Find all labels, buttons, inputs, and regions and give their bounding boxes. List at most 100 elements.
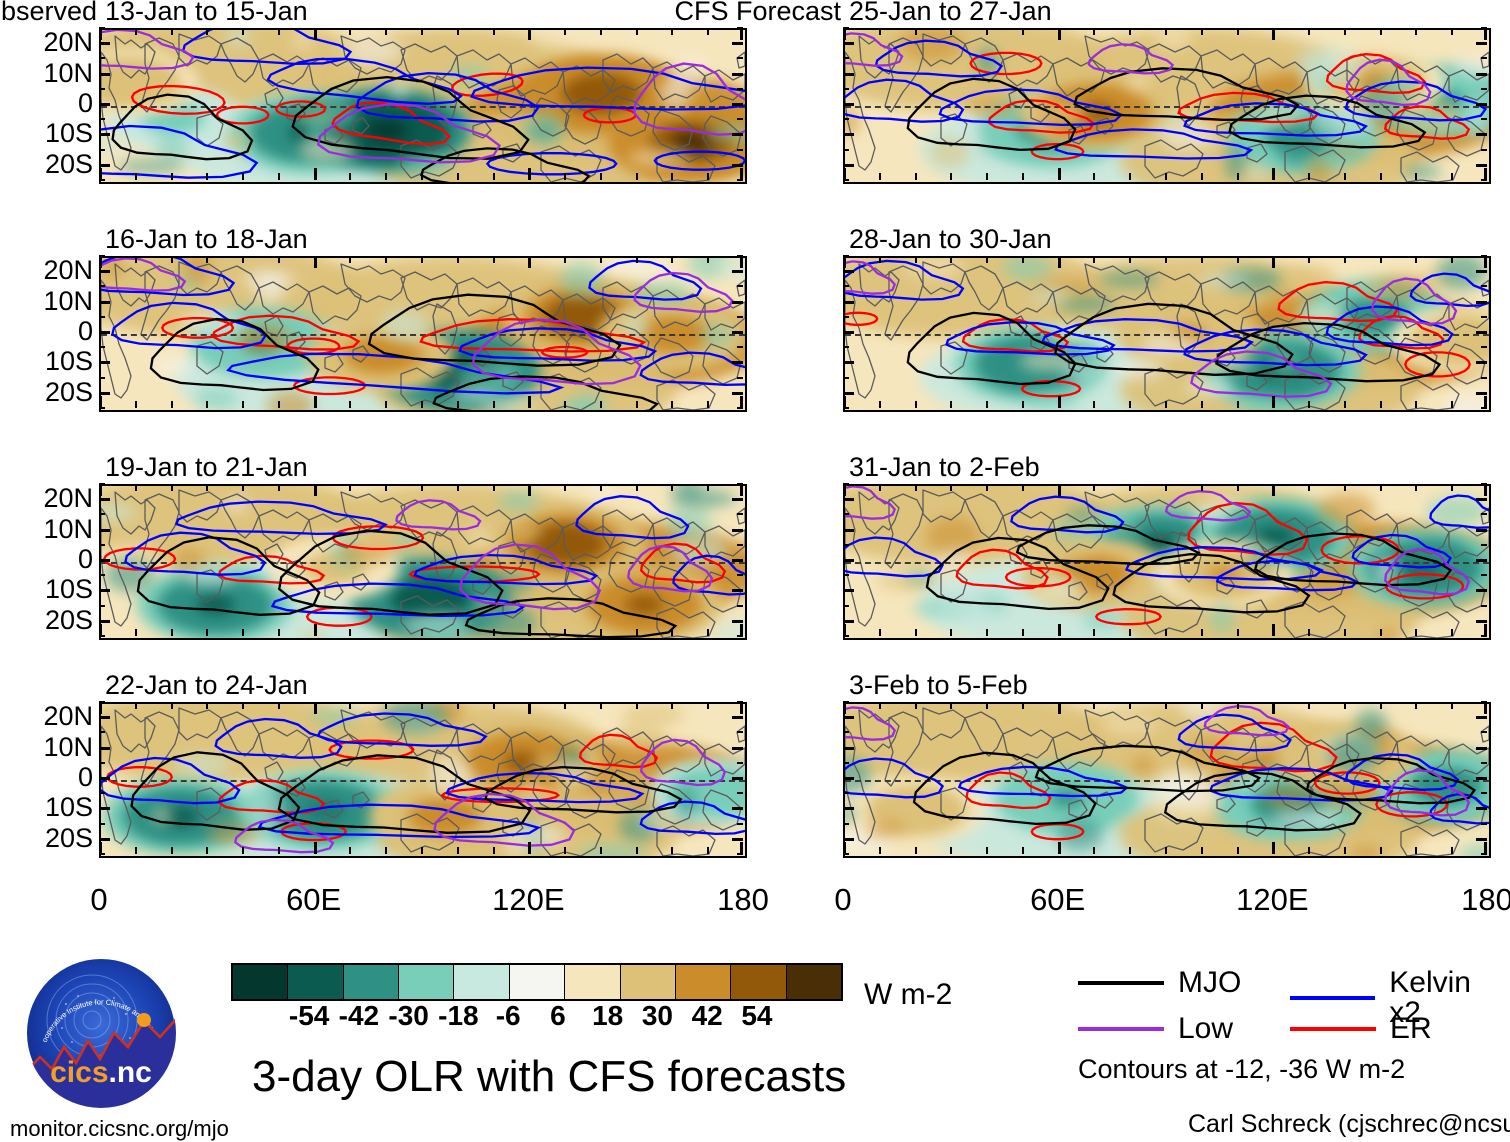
y-tick-minor [1481, 731, 1487, 734]
y-tick-major [843, 163, 854, 167]
x-tick-minor [1021, 256, 1024, 263]
y-tick-major [1476, 300, 1487, 304]
x-tick-minor [878, 629, 881, 636]
x-tick-minor [1236, 702, 1239, 709]
x-tick-minor [635, 702, 638, 709]
y-tick-major [99, 619, 110, 623]
x-tick-minor [950, 173, 953, 180]
x-tick-major [1057, 396, 1061, 408]
y-tick-major [843, 103, 854, 106]
x-tick-minor [1129, 702, 1132, 709]
y-tick-minor [843, 792, 849, 795]
y-tick-major [99, 837, 110, 841]
y-tick-major [1476, 270, 1487, 274]
x-tick-minor [635, 847, 638, 854]
x-tick-minor [385, 256, 388, 263]
y-tick-major [732, 777, 743, 780]
y-tick-major [99, 300, 110, 304]
x-tick-major [740, 484, 743, 496]
x-tick-minor [707, 173, 710, 180]
x-tick-minor [1308, 256, 1311, 263]
x-tick-minor [456, 256, 459, 263]
wave-contours [845, 30, 1489, 182]
x-tick-minor [599, 256, 602, 263]
y-tick-minor [843, 255, 849, 257]
x-tick-minor [707, 401, 710, 408]
x-tick-minor [878, 702, 881, 709]
x-tick-minor [599, 629, 602, 636]
x-tick-minor [206, 173, 209, 180]
y-tick-major [732, 807, 743, 811]
x-tick-minor [1343, 173, 1346, 180]
y-tick-minor [737, 87, 743, 90]
footer-url: monitor.cicsnc.org/mjo [10, 1116, 229, 1141]
y-tick-major [99, 528, 110, 532]
x-tick-major [313, 396, 317, 408]
wave-contours [101, 486, 745, 638]
map-plot [843, 256, 1491, 412]
y-tick-major [99, 391, 110, 395]
x-tick-major [99, 396, 102, 408]
x-tick-minor [277, 256, 280, 263]
x-tick-minor [421, 256, 423, 263]
y-tick-major [843, 498, 854, 502]
x-tick-minor [1451, 629, 1454, 636]
column-header: Observed [0, 0, 97, 26]
y-tick-major [843, 807, 854, 811]
x-tick-minor [1093, 256, 1096, 263]
x-tick-minor [914, 173, 917, 180]
y-tick-minor [99, 407, 105, 409]
x-tick-minor [349, 401, 352, 408]
y-tick-major [1476, 619, 1487, 623]
x-tick-minor [986, 847, 989, 854]
legend-label: Low [1178, 1012, 1234, 1045]
x-tick-minor [1379, 401, 1382, 408]
legend-item-mjo: MJO [1078, 968, 1241, 998]
x-tick-minor [277, 629, 280, 636]
y-tick-major [843, 619, 854, 623]
y-tick-minor [99, 853, 105, 855]
author-credit: Carl Schreck (cjschrec@ncsu.edu) [1188, 1110, 1510, 1138]
y-tick-major [732, 331, 743, 334]
panel-title: 25-Jan to 27-Jan [849, 0, 1052, 26]
x-tick-minor [1343, 256, 1346, 263]
x-tick-major [313, 842, 317, 854]
y-tick-minor [99, 118, 105, 121]
x-tick-major [740, 842, 743, 854]
x-tick-minor [1379, 173, 1382, 180]
legend-label: ER [1390, 1012, 1432, 1045]
x-tick-minor [635, 28, 638, 35]
x-tick-major [528, 396, 532, 408]
y-tick-major [843, 270, 854, 274]
panel-title: 22-Jan to 24-Jan [105, 670, 308, 700]
x-tick-minor [1415, 173, 1418, 180]
x-tick-major [1057, 702, 1061, 714]
x-tick-minor [492, 401, 495, 408]
x-tick-minor [671, 702, 674, 709]
x-axis-label: 60E [286, 882, 342, 917]
x-tick-minor [878, 484, 881, 491]
x-tick-major [528, 842, 532, 854]
legend-line-swatch [1078, 981, 1164, 985]
colorbar-swatch-4 [454, 965, 510, 999]
x-tick-minor [421, 629, 423, 636]
x-tick-minor [878, 847, 881, 854]
y-tick-minor [843, 731, 849, 734]
y-tick-major [99, 72, 110, 76]
x-tick-major [99, 624, 102, 636]
x-tick-minor [277, 28, 280, 35]
wave-contours [845, 258, 1489, 410]
x-tick-minor [671, 847, 674, 854]
x-tick-minor [1415, 629, 1418, 636]
x-tick-minor [206, 629, 209, 636]
y-axis-label: 10S [44, 346, 93, 377]
x-tick-minor [564, 847, 567, 854]
colorbar-swatch-2 [343, 965, 400, 999]
x-tick-minor [277, 847, 280, 854]
panel-title: 13-Jan to 15-Jan [105, 0, 308, 26]
x-tick-minor [242, 401, 245, 408]
x-tick-major [1484, 624, 1487, 636]
x-tick-minor [599, 484, 602, 491]
y-tick-minor [1481, 513, 1487, 516]
y-axis-label: 0 [77, 88, 93, 118]
